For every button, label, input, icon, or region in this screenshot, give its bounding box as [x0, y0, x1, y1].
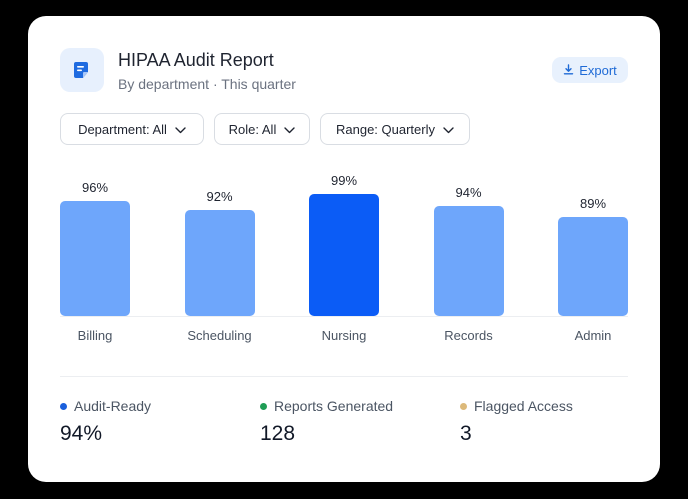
chevron-down-icon [443, 122, 454, 137]
filter-label: Range: Quarterly [336, 121, 435, 137]
bar-value-label: 89% [579, 196, 607, 212]
bar-value-label: 99% [330, 173, 358, 189]
bar-value-label: 96% [81, 180, 109, 196]
download-icon [563, 63, 574, 78]
export-button[interactable]: Export [552, 57, 628, 83]
status-dot [260, 402, 267, 410]
status-dot [460, 402, 467, 410]
stat-audit-ready: Audit-Ready 94% [60, 398, 151, 446]
stat-label: Reports Generated [274, 398, 394, 414]
category-label: Records [444, 328, 493, 343]
bar-value-label: 94% [455, 184, 482, 200]
category-label: Nursing [321, 328, 367, 343]
filter-label: Role: All [228, 121, 277, 137]
category-label: Admin [574, 328, 612, 343]
bar-scheduling[interactable] [184, 210, 255, 316]
bar-chart: 96% Billing 92% Scheduling 99% Nursing 94% Reco… [60, 166, 628, 356]
page-title: HIPAA Audit Report [118, 50, 274, 70]
chevron-down-icon [175, 122, 186, 137]
department-filter[interactable]: Department: All [60, 113, 204, 145]
bar-records[interactable] [433, 205, 504, 316]
chart-baseline [60, 316, 628, 317]
category-label: Scheduling [187, 328, 252, 343]
document-icon [60, 48, 104, 92]
category-label: Billing [77, 328, 113, 343]
stat-value: 3 [460, 422, 472, 445]
page-subtitle: By department · This quarter [118, 76, 296, 92]
report-card: HIPAA Audit Report By department · This … [28, 16, 660, 482]
stat-label: Flagged Access [474, 398, 573, 414]
divider [60, 376, 628, 377]
bar-billing[interactable] [60, 201, 130, 316]
role-filter[interactable]: Role: All [214, 113, 310, 145]
stat-flagged-access: Flagged Access 3 [460, 398, 573, 446]
bar-admin[interactable] [558, 217, 628, 316]
stat-reports-generated: Reports Generated 128 [260, 398, 393, 446]
bar-nursing[interactable] [309, 194, 379, 316]
status-dot [60, 402, 67, 410]
export-label: Export [579, 62, 617, 78]
stat-value: 94% [60, 422, 103, 445]
bar-value-label: 92% [206, 189, 233, 205]
stat-label: Audit-Ready [74, 398, 152, 414]
stat-value: 128 [260, 422, 296, 445]
filter-label: Department: All [78, 121, 167, 137]
range-filter[interactable]: Range: Quarterly [320, 113, 470, 145]
chevron-down-icon [284, 122, 296, 137]
